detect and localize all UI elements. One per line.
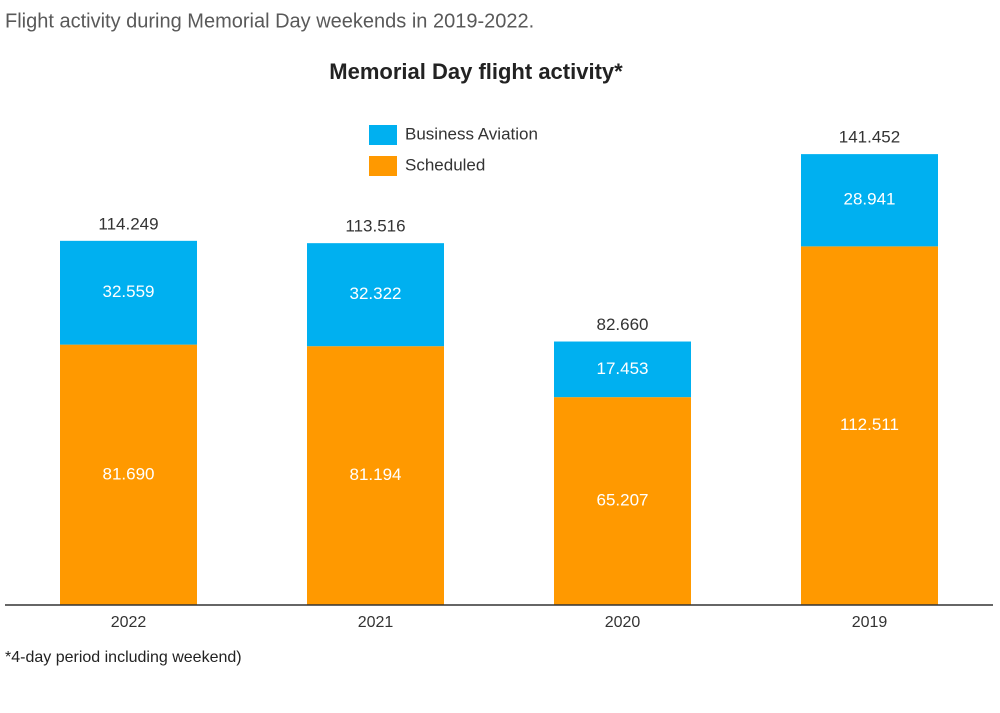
data-label: 32.322 [350, 284, 402, 303]
bar-segment [307, 346, 444, 605]
data-label: 112.511 [840, 415, 899, 434]
bar-segment [307, 243, 444, 347]
bar-segment [554, 397, 691, 605]
total-label: 141.452 [839, 128, 900, 147]
data-label: 32.559 [103, 282, 155, 301]
x-tick-label: 2020 [605, 614, 641, 631]
legend-swatch [369, 125, 397, 145]
legend-label: Scheduled [405, 155, 485, 174]
footnote: *4-day period including weekend) [5, 649, 242, 666]
x-tick-label: 2019 [852, 614, 888, 631]
data-label: 17.453 [597, 359, 649, 378]
bar-segment [60, 240, 197, 345]
page-header: Flight activity during Memorial Day week… [5, 10, 534, 32]
legend-swatch [369, 156, 397, 176]
bar-segment [801, 154, 938, 247]
total-label: 114.249 [98, 214, 158, 233]
data-label: 81.690 [103, 464, 155, 483]
legend-label: Business Aviation [405, 124, 538, 143]
bar-segment [801, 246, 938, 605]
x-tick-label: 2021 [358, 614, 394, 631]
x-tick-label: 2022 [111, 614, 147, 631]
bar-segment [554, 341, 691, 398]
chart-title: Memorial Day flight activity* [329, 59, 623, 84]
data-label: 28.941 [844, 190, 896, 209]
bar-segment [60, 344, 197, 605]
total-label: 82.660 [597, 315, 649, 334]
total-label: 113.516 [345, 217, 405, 236]
data-label: 65.207 [597, 491, 649, 510]
data-label: 81.194 [350, 465, 402, 484]
